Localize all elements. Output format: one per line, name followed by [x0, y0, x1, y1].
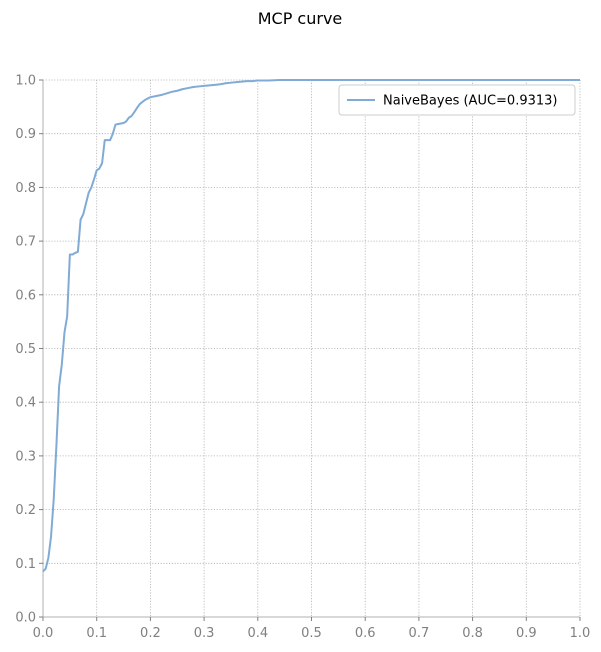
legend-box — [338, 84, 576, 116]
x-tick-label: 0.0 — [33, 626, 54, 641]
legend: NaiveBayes (AUC=0.9313) — [338, 84, 576, 116]
x-tick-label: 0.5 — [301, 626, 322, 641]
y-tick-label: 0.8 — [15, 181, 36, 196]
x-tick-label: 0.4 — [247, 626, 268, 641]
y-tick-label: 0.4 — [15, 396, 36, 411]
y-tick-label: 1.0 — [15, 74, 36, 89]
x-tick-label: 1.0 — [570, 626, 591, 641]
series-line — [42, 79, 580, 573]
chart-title: MCP curve — [258, 9, 343, 28]
y-tick-label: 0.1 — [15, 557, 36, 572]
series-layer — [42, 79, 580, 573]
x-tick-label: 0.6 — [355, 626, 376, 641]
y-tick-label: 0.0 — [15, 611, 36, 626]
y-tick-label: 0.6 — [15, 288, 36, 303]
y-tick-label: 0.3 — [15, 449, 36, 464]
x-tick-label: 0.1 — [86, 626, 107, 641]
y-tick-label: 0.5 — [15, 342, 36, 357]
legend-label: NaiveBayes (AUC=0.9313) — [383, 94, 557, 109]
x-tick-label: 0.9 — [516, 626, 537, 641]
y-tick-label: 0.2 — [15, 503, 36, 518]
x-tick-label: 0.3 — [194, 626, 215, 641]
x-tick-label: 0.2 — [140, 626, 161, 641]
axes: 0.0 0.1 0.2 0.3 0.4 0.5 0.6 0.7 0.8 0.9 1.0 0.0 0.1 0… — [15, 74, 590, 642]
y-tick-label: 0.7 — [15, 235, 36, 250]
x-tick-label: 0.7 — [409, 626, 430, 641]
y-tick-label: 0.9 — [15, 127, 36, 142]
x-tick-label: 0.8 — [462, 626, 483, 641]
